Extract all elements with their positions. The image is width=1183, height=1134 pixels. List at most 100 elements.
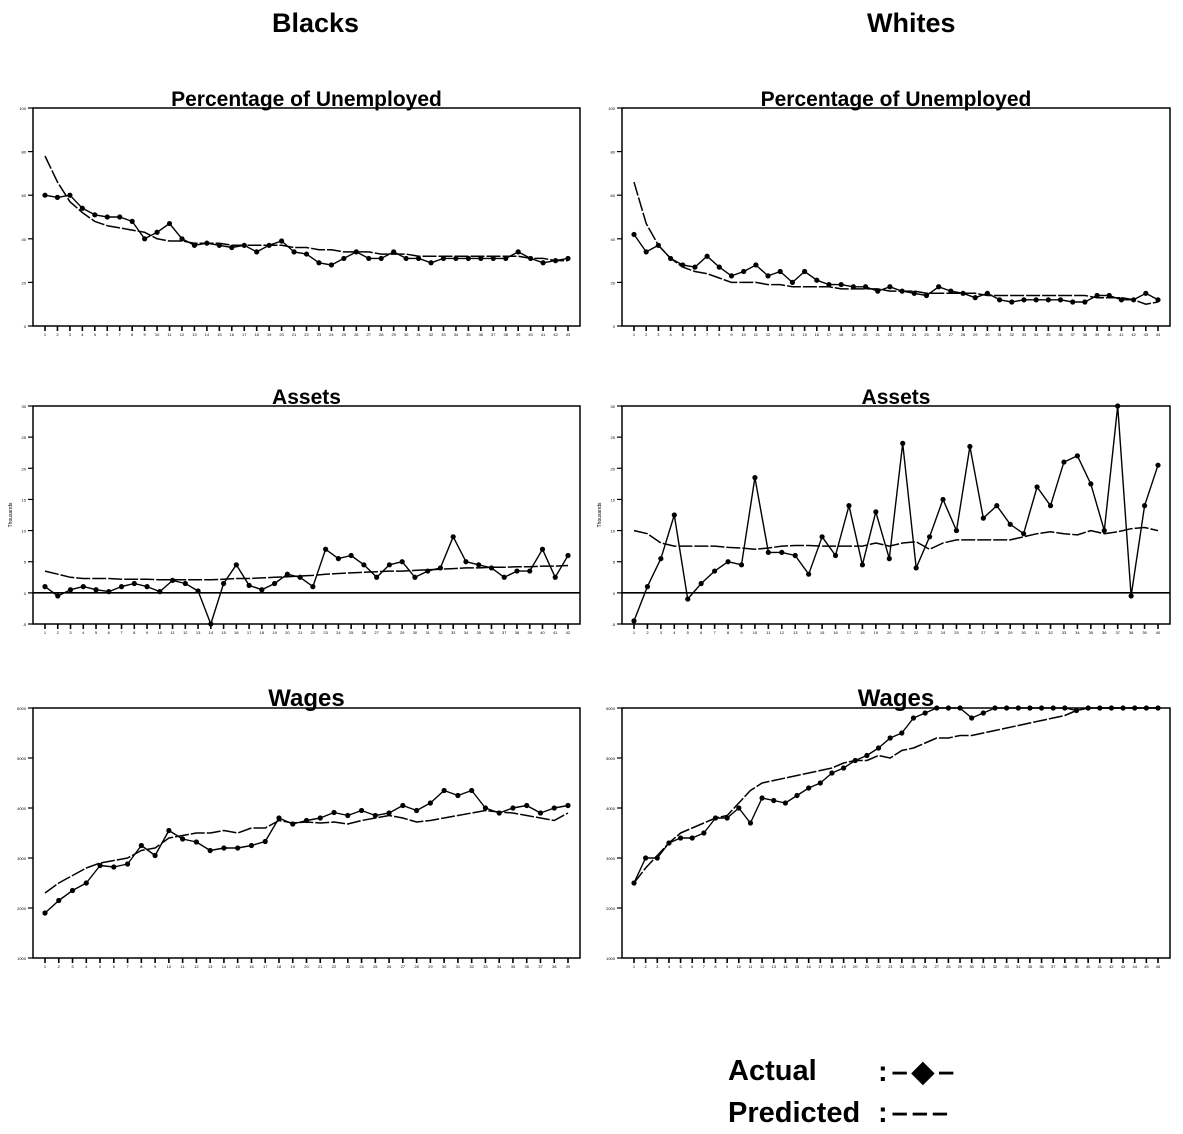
data-point-actual (284, 571, 290, 577)
x-tick-label: 36 (1102, 630, 1107, 635)
data-point-actual (794, 792, 800, 799)
x-tick-label: 2 (58, 964, 61, 969)
x-tick-label: 23 (900, 332, 905, 337)
y-tick-label: 40 (611, 237, 616, 242)
x-tick-label: 24 (900, 964, 905, 969)
x-tick-label: 10 (753, 630, 758, 635)
data-point-actual (738, 562, 745, 568)
x-tick-label: 6 (113, 964, 116, 969)
series-line-predicted (44, 809, 569, 894)
data-point-actual (310, 584, 316, 590)
x-tick-label: 17 (847, 630, 852, 635)
data-point-actual (515, 249, 521, 255)
data-point-actual (195, 588, 201, 594)
data-point-actual (400, 802, 406, 809)
x-tick-label: 20 (304, 964, 309, 969)
x-tick-label: 40 (528, 332, 533, 337)
data-point-actual (817, 780, 823, 786)
x-tick-label: 25 (342, 332, 347, 337)
data-point-actual (789, 279, 796, 285)
x-tick-label: 32 (438, 630, 443, 635)
x-tick-label: 24 (912, 332, 917, 337)
x-tick-label: 26 (362, 630, 367, 635)
data-point-actual (124, 861, 131, 867)
x-tick-label: 18 (254, 332, 259, 337)
x-tick-label: 13 (793, 630, 798, 635)
data-point-actual (923, 292, 930, 299)
x-tick-label: 7 (713, 630, 716, 635)
x-tick-label: 43 (1144, 332, 1149, 337)
data-point-actual (565, 802, 571, 809)
data-point-actual (537, 810, 544, 816)
x-tick-label: 37 (1070, 332, 1075, 337)
data-point-actual (142, 236, 148, 242)
x-tick-label: 21 (875, 332, 880, 337)
x-tick-label: 41 (1119, 332, 1124, 337)
data-point-actual (875, 745, 882, 751)
x-tick-label: 23 (346, 964, 351, 969)
x-tick-label: 5 (679, 964, 682, 969)
data-point-actual (118, 584, 125, 590)
x-tick-label: 16 (815, 332, 820, 337)
data-point-actual (1062, 705, 1068, 711)
x-tick-label: 16 (249, 964, 254, 969)
x-tick-label: 38 (1129, 630, 1134, 635)
data-point-actual (643, 249, 649, 255)
x-tick-label: 1 (44, 332, 47, 337)
panel-title: Wages (268, 685, 344, 712)
x-tick-label: 7 (703, 964, 706, 969)
x-tick-label: 25 (373, 964, 378, 969)
x-tick-label: 35 (1089, 630, 1094, 635)
data-point-actual (248, 842, 255, 849)
x-tick-label: 28 (379, 332, 384, 337)
x-tick-label: 33 (441, 332, 446, 337)
data-point-actual (779, 549, 785, 555)
x-tick-label: 35 (511, 964, 516, 969)
legend-actual-label: Actual (728, 1054, 817, 1087)
y-tick-label: 25 (22, 435, 27, 440)
x-tick-label: 11 (748, 964, 753, 969)
y-tick-label: 0 (613, 591, 616, 596)
data-point-actual (841, 765, 847, 771)
plot-frame (621, 707, 1171, 959)
x-tick-label: 22 (876, 964, 881, 969)
x-tick-label: 21 (298, 630, 303, 635)
x-tick-label: 2 (56, 332, 59, 337)
data-point-actual (374, 574, 380, 580)
x-tick-label: 30 (413, 630, 418, 635)
x-tick-label: 9 (730, 332, 733, 337)
x-tick-label: 39 (1142, 630, 1147, 635)
x-tick-label: 13 (196, 630, 201, 635)
y-axis-label: Thousands (597, 502, 603, 527)
x-tick-label: 12 (766, 332, 771, 337)
x-tick-label: 9 (146, 630, 149, 635)
data-point-actual (524, 802, 530, 809)
x-tick-label: 29 (428, 964, 433, 969)
data-point-actual (806, 785, 812, 791)
x-tick-label: 31 (997, 332, 1002, 337)
x-tick-label: 29 (1008, 630, 1013, 635)
data-point-actual (631, 618, 637, 624)
data-point-actual (166, 827, 172, 834)
x-tick-label: 26 (923, 964, 928, 969)
panel-title: Assets (272, 386, 341, 409)
x-tick-label: 30 (985, 332, 990, 337)
data-point-actual (42, 584, 48, 590)
x-tick-label: 6 (108, 630, 111, 635)
x-tick-label: 34 (1034, 332, 1039, 337)
x-tick-label: 13 (778, 332, 783, 337)
data-point-actual (278, 238, 285, 244)
x-tick-label: 3 (69, 630, 72, 635)
x-tick-label: 32 (1048, 630, 1053, 635)
y-tick-label: 2000 (606, 906, 616, 911)
x-tick-label: 12 (760, 964, 765, 969)
y-tick-label: 10 (22, 529, 27, 534)
x-tick-label: 14 (806, 630, 811, 635)
data-point-actual (469, 787, 475, 794)
x-tick-label: 35 (1028, 964, 1033, 969)
data-point-actual (450, 534, 456, 540)
data-point-actual (233, 562, 239, 568)
data-point-actual (291, 249, 297, 255)
